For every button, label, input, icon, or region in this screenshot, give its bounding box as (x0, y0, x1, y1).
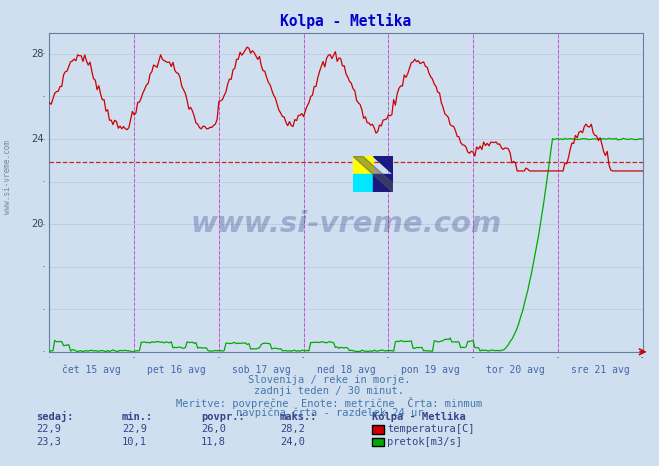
Text: 11,8: 11,8 (201, 437, 226, 446)
Text: Slovenija / reke in morje.: Slovenija / reke in morje. (248, 375, 411, 385)
Text: sre 21 avg: sre 21 avg (571, 364, 629, 375)
Text: navpična črta - razdelek 24 ur: navpična črta - razdelek 24 ur (236, 407, 423, 418)
Text: pon 19 avg: pon 19 avg (401, 364, 460, 375)
Title: Kolpa - Metlika: Kolpa - Metlika (280, 13, 412, 29)
Text: 10,1: 10,1 (122, 437, 147, 446)
Text: 24,0: 24,0 (280, 437, 305, 446)
Text: 22,9: 22,9 (122, 425, 147, 434)
Text: temperatura[C]: temperatura[C] (387, 425, 475, 434)
Text: ned 18 avg: ned 18 avg (316, 364, 376, 375)
Text: zadnji teden / 30 minut.: zadnji teden / 30 minut. (254, 386, 405, 396)
Bar (353, 174, 373, 192)
Text: pretok[m3/s]: pretok[m3/s] (387, 437, 463, 446)
Text: min.:: min.: (122, 412, 153, 422)
Text: sob 17 avg: sob 17 avg (232, 364, 291, 375)
Text: Meritve: povprečne  Enote: metrične  Črta: minmum: Meritve: povprečne Enote: metrične Črta:… (177, 397, 482, 409)
Text: čet 15 avg: čet 15 avg (63, 364, 121, 375)
Text: sedaj:: sedaj: (36, 411, 74, 422)
Text: 24: 24 (32, 134, 44, 144)
Polygon shape (353, 157, 393, 192)
Text: 22,9: 22,9 (36, 425, 61, 434)
Text: maks.:: maks.: (280, 412, 318, 422)
Bar (353, 157, 373, 174)
Text: tor 20 avg: tor 20 avg (486, 364, 545, 375)
Text: 23,3: 23,3 (36, 437, 61, 446)
Text: 28: 28 (32, 49, 44, 59)
Text: www.si-vreme.com: www.si-vreme.com (3, 140, 13, 214)
Text: Kolpa - Metlika: Kolpa - Metlika (372, 412, 466, 422)
Text: 20: 20 (32, 219, 44, 229)
Text: 26,0: 26,0 (201, 425, 226, 434)
Text: 28,2: 28,2 (280, 425, 305, 434)
Text: pet 16 avg: pet 16 avg (147, 364, 206, 375)
Text: www.si-vreme.com: www.si-vreme.com (190, 210, 501, 238)
Polygon shape (373, 157, 393, 174)
Text: povpr.:: povpr.: (201, 412, 244, 422)
Bar (373, 174, 393, 192)
